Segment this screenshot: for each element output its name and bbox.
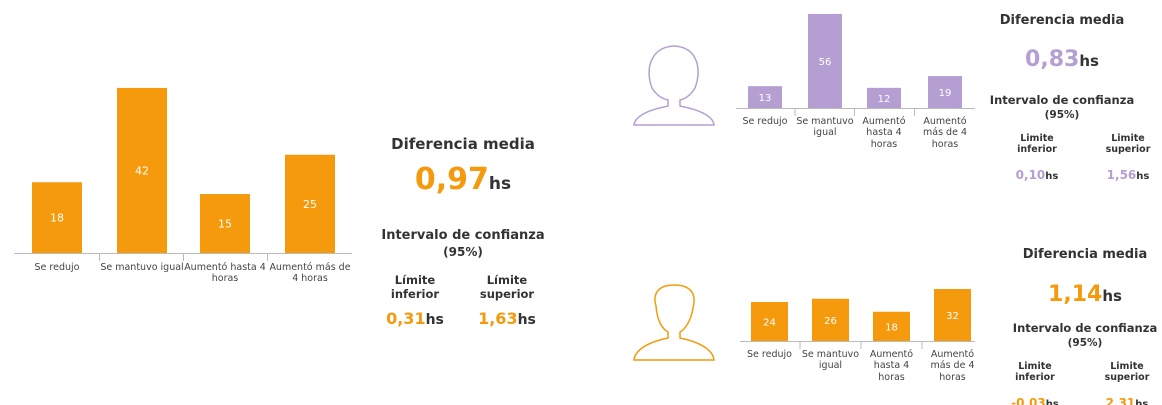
lower-value: 0,31	[386, 309, 426, 328]
bar	[928, 76, 962, 108]
lower-value: 0,10	[1015, 168, 1046, 182]
mean-value: 0,83	[1025, 47, 1080, 72]
upper-unit: hs	[1135, 399, 1149, 405]
value-label: 15	[218, 218, 232, 231]
lower-bound: 0,10hs	[992, 164, 1082, 183]
category-label: Aumentó hasta 4 horas	[184, 262, 266, 285]
category-label: Se mantuvo igual	[100, 262, 184, 273]
category-label: Aumentó más de 4 horas	[923, 116, 967, 150]
lower-bound: -0,03hs	[990, 392, 1080, 405]
upper-bound: 1,63hs	[462, 309, 552, 329]
category-label: Se mantuvo igual	[801, 349, 860, 372]
value-label: 56	[819, 57, 832, 68]
upper-label: Límite superior	[479, 273, 535, 301]
bar	[934, 289, 971, 341]
lower-label: Límite inferior	[390, 273, 440, 301]
mean: 1,14hs	[990, 282, 1162, 308]
mean-title: Diferencia media	[391, 135, 535, 153]
ci-level: (95%)	[1044, 108, 1080, 121]
bar	[867, 87, 901, 108]
mean-value: 1,14	[1048, 282, 1103, 307]
female-icon	[633, 45, 715, 126]
category-label: Aumentó más de 4 horas	[930, 349, 975, 383]
ci-title: Intervalo de confianza	[381, 228, 545, 243]
category-label: Aumentó hasta 4 horas	[862, 116, 906, 150]
value-label: 42	[135, 164, 149, 177]
value-label: 18	[885, 322, 898, 333]
value-label: 18	[50, 212, 64, 225]
upper-label: Limite superior	[1104, 361, 1150, 384]
upper-unit: hs	[517, 312, 536, 328]
ci-level: (95%)	[1067, 336, 1103, 349]
mean-value: 0,97	[414, 162, 489, 197]
category-label: Se mantuvo igual	[796, 116, 854, 139]
bar	[748, 86, 782, 108]
mean: 0,97hs	[368, 162, 558, 198]
ci-title: Intervalo de confianza	[1012, 321, 1158, 335]
bar	[200, 194, 250, 253]
lower-unit: hs	[1045, 399, 1059, 405]
value-label: 13	[759, 93, 772, 104]
category-label: Se redujo	[34, 262, 80, 273]
upper-value: 1,56	[1106, 168, 1137, 182]
lower-unit: hs	[1045, 171, 1059, 182]
male-icon	[633, 284, 715, 361]
upper-bound: 1,56hs	[1083, 164, 1162, 183]
value-label: 19	[939, 88, 952, 99]
value-label: 24	[763, 318, 776, 329]
value-label: 25	[303, 198, 317, 211]
bar	[873, 311, 910, 341]
upper-value: 2,31	[1105, 396, 1136, 405]
upper-value: 1,63	[478, 309, 518, 328]
value-label: 32	[946, 311, 959, 322]
upper-unit: hs	[1136, 171, 1150, 182]
mean-unit: hs	[488, 174, 512, 194]
ci-level: (95%)	[443, 244, 483, 259]
lower-unit: hs	[425, 312, 444, 328]
bar	[32, 182, 82, 253]
mean-title: Diferencia media	[1022, 247, 1148, 262]
mean: 0,83hs	[967, 47, 1157, 73]
bar	[808, 13, 842, 109]
lower-value: -0,03	[1011, 396, 1046, 405]
ci-title: Intervalo de confianza	[989, 93, 1135, 107]
category-label: Aumentó más de 4 horas	[269, 262, 351, 285]
category-label: Se redujo	[742, 116, 788, 127]
mean-title: Diferencia media	[999, 13, 1125, 28]
lower-label: Limite inferior	[1015, 361, 1055, 384]
value-label: 12	[878, 94, 891, 105]
bar	[751, 302, 788, 341]
mean-unit: hs	[1079, 52, 1099, 70]
mean-unit: hs	[1102, 287, 1122, 305]
bar	[117, 87, 167, 253]
category-label: Se redujo	[747, 349, 792, 360]
upper-bound: 2,31hs	[1082, 392, 1162, 405]
bar	[812, 298, 849, 341]
lower-label: Limite inferior	[1017, 133, 1057, 156]
category-label: Aumentó hasta 4 horas	[869, 349, 914, 383]
lower-bound: 0,31hs	[370, 309, 460, 329]
upper-label: Limite superior	[1105, 133, 1151, 156]
bar	[285, 154, 335, 253]
value-label: 26	[824, 316, 837, 327]
